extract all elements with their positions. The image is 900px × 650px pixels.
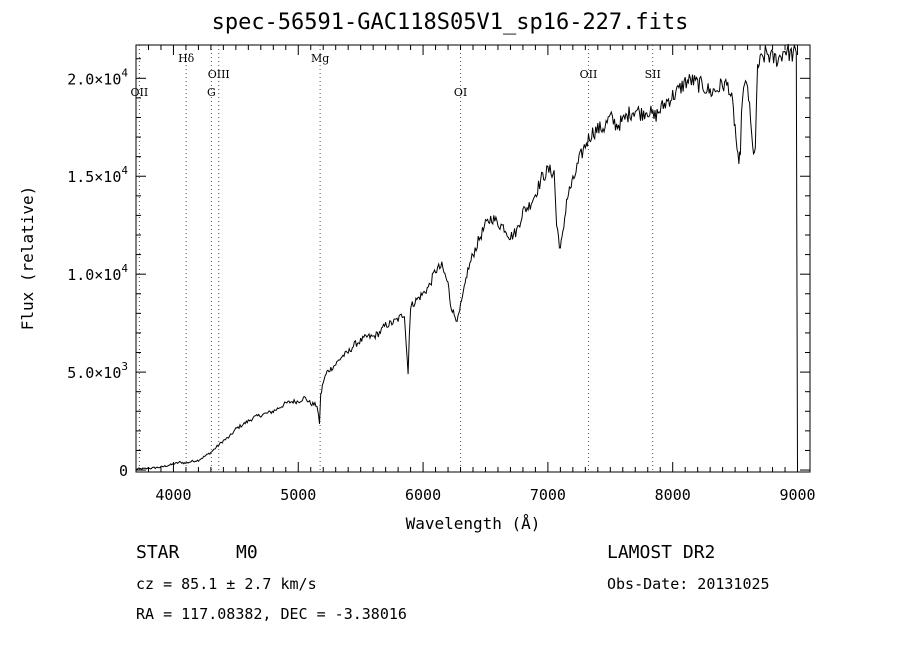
y-tick-exponent: 3 (121, 360, 128, 373)
marker-label: Hδ (178, 52, 195, 65)
survey-name: LAMOST DR2 (607, 542, 716, 563)
y-axis-label: Flux (relative) (18, 186, 37, 331)
x-tick-label: 4000 (155, 486, 191, 504)
marker-lines (138, 45, 654, 472)
y-tick-label: 5.0×103 (67, 360, 128, 382)
object-subclass: M0 (236, 542, 258, 563)
marker-label: OI (454, 86, 467, 99)
chart-title: spec-56591-GAC118S05V1_sp16-227.fits (211, 10, 689, 35)
spectrum-series-line (135, 43, 810, 473)
x-tick-label: 6000 (405, 486, 441, 504)
axis-ticks (135, 45, 811, 472)
y-tick-exponent: 4 (121, 262, 128, 275)
y-tick-exponent: 4 (121, 164, 128, 177)
x-tick-label: 9000 (779, 486, 815, 504)
observation-date: Obs-Date: 20131025 (607, 575, 770, 593)
coordinates: RA = 117.08382, DEC = -3.38016 (136, 605, 407, 623)
y-tick-exponent: 4 (121, 66, 128, 79)
y-tick-label: 2.0×104 (67, 66, 128, 88)
y-tick-label: 0 (119, 462, 128, 480)
object-class: STAR (136, 542, 180, 563)
plot-frame (135, 44, 811, 473)
axis-labels: OII Hδ G OIII Mg OI OII SII 4000 5000 6000 7000 8000… (67, 52, 815, 504)
marker-label: OII (131, 86, 149, 99)
marker-label: OIII (208, 68, 230, 81)
redshift-velocity: cz = 85.1 ± 2.7 km/s (136, 575, 317, 593)
series-layer (135, 43, 810, 473)
marker-label: OII (580, 68, 598, 81)
marker-label: G (207, 86, 216, 99)
marker-label: SII (645, 68, 661, 81)
marker-label: Mg (311, 52, 329, 65)
x-tick-label: 8000 (655, 486, 691, 504)
x-tick-label: 7000 (530, 486, 566, 504)
y-tick-label: 1.5×104 (67, 164, 128, 186)
x-tick-label: 5000 (280, 486, 316, 504)
x-axis-label: Wavelength (Å) (406, 514, 541, 533)
y-tick-label: 1.0×104 (67, 262, 128, 284)
